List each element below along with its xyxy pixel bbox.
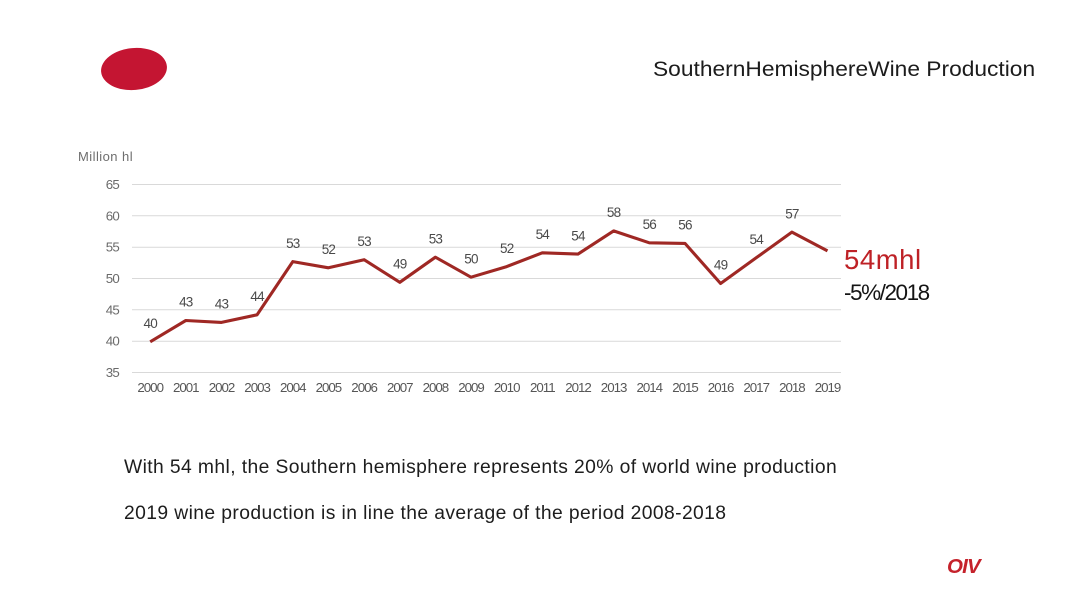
svg-text:40: 40	[143, 316, 157, 331]
svg-text:54: 54	[571, 228, 586, 243]
svg-text:2006: 2006	[351, 380, 377, 395]
svg-text:57: 57	[785, 206, 799, 221]
svg-text:49: 49	[714, 258, 728, 273]
svg-text:44: 44	[250, 289, 265, 304]
svg-text:2014: 2014	[637, 380, 663, 395]
svg-text:56: 56	[678, 218, 692, 233]
svg-text:2004: 2004	[280, 380, 306, 395]
svg-text:2019: 2019	[815, 380, 841, 395]
svg-text:52: 52	[500, 241, 514, 256]
svg-text:2001: 2001	[173, 380, 199, 395]
svg-text:2010: 2010	[494, 380, 520, 395]
svg-text:60: 60	[106, 208, 120, 223]
svg-text:43: 43	[179, 295, 193, 310]
svg-text:56: 56	[643, 217, 657, 232]
svg-text:2008: 2008	[423, 380, 449, 395]
svg-text:53: 53	[357, 234, 371, 249]
svg-text:55: 55	[106, 240, 120, 255]
svg-text:65: 65	[106, 177, 120, 192]
svg-text:53: 53	[429, 231, 443, 246]
svg-text:50: 50	[106, 271, 120, 286]
svg-text:53: 53	[286, 236, 300, 251]
svg-text:2005: 2005	[316, 380, 342, 395]
svg-text:2017: 2017	[743, 380, 769, 395]
svg-text:2013: 2013	[601, 380, 627, 395]
svg-text:2018: 2018	[779, 380, 805, 395]
svg-text:2002: 2002	[209, 380, 235, 395]
svg-text:52: 52	[322, 242, 336, 257]
svg-text:2011: 2011	[530, 380, 555, 395]
svg-text:43: 43	[215, 297, 229, 312]
svg-text:49: 49	[393, 257, 407, 272]
svg-text:54: 54	[536, 227, 551, 242]
svg-text:2009: 2009	[458, 380, 484, 395]
svg-text:2000: 2000	[137, 380, 163, 395]
svg-text:35: 35	[106, 365, 120, 380]
svg-text:58: 58	[607, 205, 621, 220]
svg-text:40: 40	[106, 334, 120, 349]
svg-text:2015: 2015	[672, 380, 698, 395]
svg-text:2007: 2007	[387, 380, 413, 395]
svg-text:50: 50	[464, 251, 478, 266]
svg-text:2016: 2016	[708, 380, 734, 395]
svg-text:2003: 2003	[244, 380, 270, 395]
svg-text:45: 45	[106, 302, 120, 317]
svg-text:2012: 2012	[565, 380, 591, 395]
svg-text:54: 54	[749, 232, 764, 247]
